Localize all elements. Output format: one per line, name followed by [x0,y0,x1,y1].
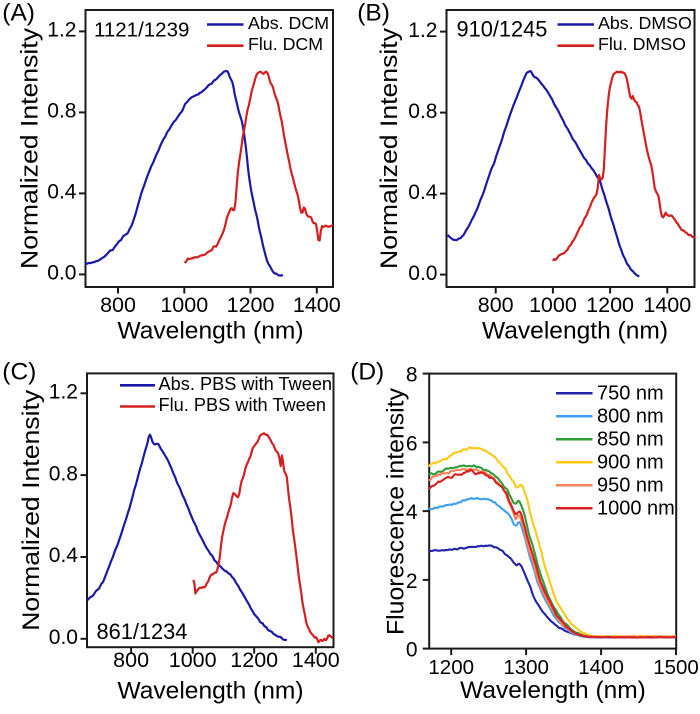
svg-text:Flu. DMSO: Flu. DMSO [598,34,686,54]
svg-text:1400: 1400 [643,293,691,317]
svg-text:1000: 1000 [160,293,208,317]
svg-text:1400: 1400 [293,293,341,317]
svg-text:Normalized Intensity: Normalized Intensity [17,27,44,269]
svg-text:1.2: 1.2 [49,380,78,403]
svg-text:0.8: 0.8 [47,100,76,123]
svg-text:8: 8 [406,364,418,387]
svg-text:950 nm: 950 nm [597,474,664,496]
svg-text:Abs. DMSO: Abs. DMSO [598,13,692,33]
svg-text:1300: 1300 [503,656,549,679]
svg-text:800: 800 [100,293,136,317]
svg-text:0.4: 0.4 [47,181,77,204]
svg-text:0.4: 0.4 [408,181,438,204]
svg-text:1000: 1000 [529,293,577,317]
svg-text:750 nm: 750 nm [597,382,664,404]
svg-text:1200: 1200 [586,293,634,317]
svg-text:800: 800 [113,648,149,672]
svg-text:0.0: 0.0 [47,262,76,285]
svg-text:0.0: 0.0 [49,626,78,649]
svg-text:1200: 1200 [428,656,474,679]
svg-text:Wavelength (nm): Wavelength (nm) [460,677,646,704]
svg-text:Fluorescence intensity: Fluorescence intensity [383,387,410,635]
svg-text:850 nm: 850 nm [597,428,664,450]
svg-text:1400: 1400 [292,648,340,672]
svg-text:1121/1239: 1121/1239 [94,18,189,41]
svg-text:800: 800 [478,293,514,317]
svg-text:900 nm: 900 nm [597,451,664,473]
svg-text:0.4: 0.4 [49,544,79,567]
svg-text:Normalized Intensity: Normalized Intensity [376,27,403,269]
svg-text:1500: 1500 [653,656,699,679]
svg-text:0.0: 0.0 [408,262,437,285]
svg-text:Flu. DCM: Flu. DCM [248,34,323,54]
svg-text:Wavelength (nm): Wavelength (nm) [118,317,304,344]
svg-text:910/1245: 910/1245 [457,17,548,42]
svg-text:(C): (C) [2,358,36,385]
svg-text:1000 nm: 1000 nm [597,498,675,520]
svg-text:Wavelength (nm): Wavelength (nm) [118,677,304,704]
svg-text:6: 6 [406,432,418,455]
svg-text:1200: 1200 [227,293,275,317]
svg-text:Flu. PBS with Tween: Flu. PBS with Tween [159,395,326,415]
svg-text:(B): (B) [357,0,390,26]
svg-text:4: 4 [406,501,418,524]
svg-text:861/1234: 861/1234 [97,619,188,644]
svg-text:(A): (A) [2,0,35,26]
svg-text:0: 0 [406,639,418,662]
svg-text:2: 2 [406,570,418,593]
svg-text:Wavelength (nm): Wavelength (nm) [482,317,668,344]
svg-text:1000: 1000 [169,648,217,672]
svg-text:1200: 1200 [230,648,278,672]
svg-text:800 nm: 800 nm [597,405,664,427]
svg-text:1400: 1400 [578,656,624,679]
svg-text:Abs. PBS with Tween: Abs. PBS with Tween [159,374,333,394]
svg-text:Normalized Intensity: Normalized Intensity [18,389,45,631]
svg-text:Abs. DCM: Abs. DCM [248,13,329,33]
svg-text:0.8: 0.8 [408,100,437,123]
svg-text:1.2: 1.2 [47,19,76,42]
svg-text:(D): (D) [350,358,384,385]
svg-text:0.8: 0.8 [49,462,78,485]
svg-text:1.2: 1.2 [408,19,437,42]
